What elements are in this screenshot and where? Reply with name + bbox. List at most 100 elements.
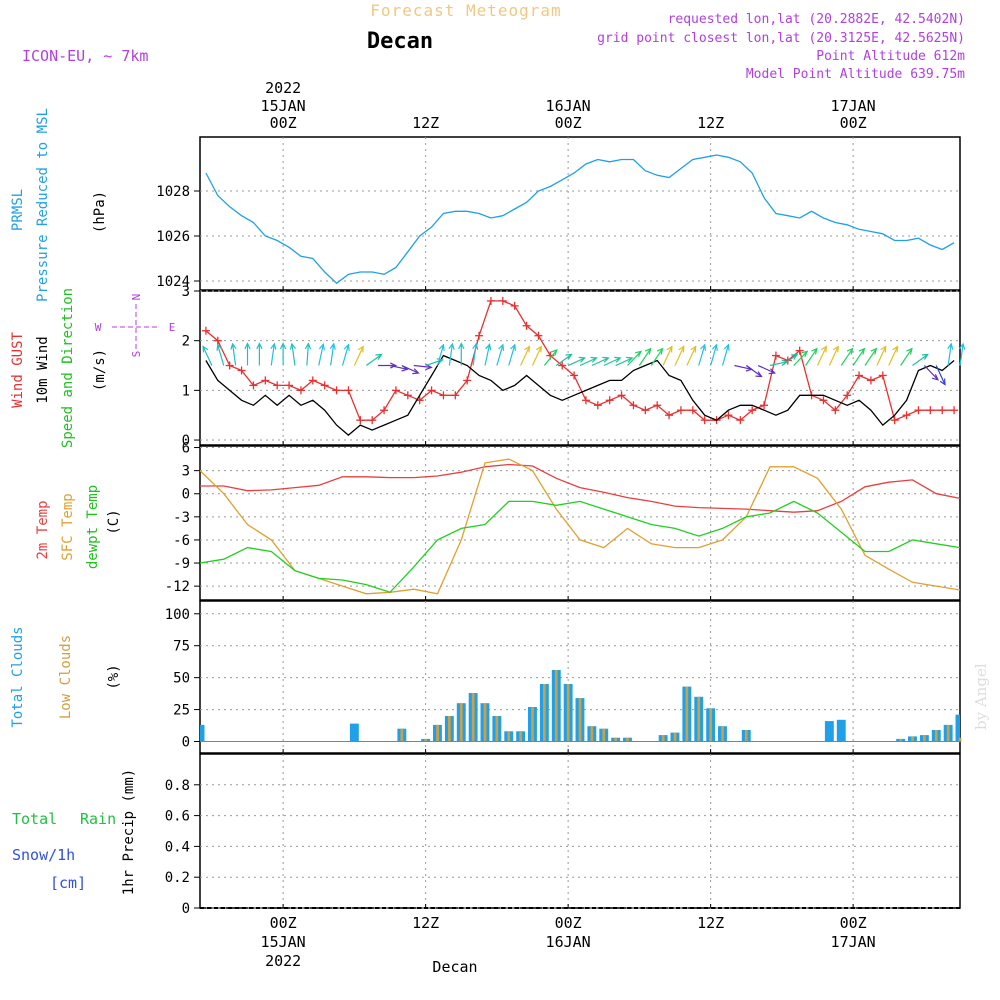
- wind-direction-arrow: [710, 343, 718, 366]
- arrow-shaft: [318, 344, 324, 366]
- gust-marker: [605, 396, 614, 405]
- arrow-head: [811, 347, 818, 355]
- low-cloud-bar: [946, 724, 950, 742]
- wind-direction-arrow: [304, 342, 312, 366]
- wind-direction-arrow: [279, 342, 287, 366]
- arrow-head: [472, 342, 479, 350]
- wind-direction-arrow: [900, 347, 913, 366]
- panel-3-ytick-label: -6: [173, 533, 190, 549]
- panel-3-ytick-label: 3: [182, 464, 190, 480]
- gust-marker: [558, 361, 567, 370]
- p5-label-total: Total: [12, 810, 57, 828]
- total-cloud-bar: [200, 724, 205, 742]
- point-altitude: Point Altitude 612m: [816, 49, 965, 64]
- bottom-hour-label: 00Z: [555, 914, 582, 932]
- arrow-shaft: [793, 350, 808, 366]
- p5-label-unit: 1hr Precip (mm): [121, 769, 137, 895]
- wind-direction-arrow: [531, 345, 542, 366]
- wind-direction-arrow: [413, 363, 433, 371]
- gust-marker: [700, 416, 709, 425]
- wind-direction-arrow: [721, 343, 730, 366]
- series-dewpt-temp: [199, 500, 961, 594]
- low-cloud-bar: [602, 728, 606, 742]
- compass-rose: N S W E: [95, 294, 176, 358]
- arrow-head: [270, 342, 277, 350]
- wind-direction-arrow: [341, 343, 350, 366]
- watermark: by Angel: [972, 663, 990, 730]
- arrow-head: [304, 342, 312, 350]
- gust-marker: [213, 336, 222, 345]
- low-cloud-bar: [721, 726, 724, 742]
- requested-coords: requested lon,lat (20.2882E, 42.5402N): [668, 12, 965, 27]
- low-cloud-bar: [744, 730, 748, 742]
- panel-2-ytick-label: 0: [182, 433, 190, 449]
- panel-5-ytick-label: 0.4: [165, 839, 190, 855]
- arrow-shaft: [341, 344, 350, 366]
- low-cloud-bar: [543, 684, 546, 742]
- wind-direction-arrow: [662, 345, 673, 366]
- gust-marker: [475, 331, 484, 340]
- arrow-shaft: [508, 344, 516, 366]
- wind-direction-arrow: [425, 358, 444, 367]
- panel-4-ytick-label: 50: [173, 671, 190, 687]
- arrow-shaft: [745, 365, 762, 377]
- total-cloud-bar: [349, 723, 359, 742]
- bottom-hour-label: 12Z: [412, 914, 439, 932]
- wind-direction-arrow: [458, 342, 465, 366]
- top-year-label: 2022: [265, 79, 301, 97]
- arrow-head: [436, 358, 444, 365]
- arrow-head: [880, 345, 887, 353]
- gust-marker: [308, 376, 317, 385]
- bottom-date-label: 17JAN: [831, 933, 876, 951]
- arrow-shaft: [217, 344, 225, 366]
- wind-direction-arrow: [543, 349, 558, 366]
- low-cloud-bar: [400, 728, 404, 742]
- gust-marker: [356, 416, 365, 425]
- wind-direction-arrow: [947, 342, 954, 366]
- gust-marker: [380, 406, 389, 415]
- wind-direction-arrow: [484, 342, 492, 366]
- arrow-shaft: [947, 343, 952, 366]
- gust-marker: [581, 396, 590, 405]
- low-cloud-bar: [566, 684, 570, 742]
- series-2m-temp: [200, 463, 961, 513]
- gust-marker: [332, 386, 341, 395]
- panel-1-ytick-label: 1028: [156, 184, 190, 200]
- top-hour-label: 00Z: [840, 114, 867, 132]
- arrow-head: [279, 342, 287, 350]
- arrow-shaft: [900, 348, 913, 366]
- arrow-shaft: [650, 348, 664, 366]
- arrow-shaft: [306, 343, 309, 366]
- wind-direction-arrow: [378, 362, 398, 369]
- arrow-head: [448, 342, 455, 350]
- arrow-shaft: [436, 344, 445, 366]
- wind-direction-arrow: [555, 353, 573, 367]
- gust-marker: [771, 351, 780, 360]
- gust-marker: [249, 381, 258, 390]
- wind-direction-arrow: [603, 356, 622, 367]
- panel-5-ytick-label: 0.2: [165, 870, 190, 886]
- p1-label-pressure: Pressure Reduced to MSL: [35, 108, 51, 302]
- gust-marker: [855, 371, 864, 380]
- panel-4-ytick-label: 75: [173, 639, 190, 655]
- gust-marker: [843, 391, 852, 400]
- arrow-head: [678, 345, 685, 353]
- arrow-shaft: [202, 346, 213, 366]
- panel-1-ytick-label: 1024: [156, 274, 190, 290]
- p2-label-unit: (m/s): [92, 349, 108, 391]
- location-title: Decan: [367, 29, 433, 54]
- gust-marker: [534, 331, 543, 340]
- arrow-head: [602, 356, 610, 363]
- wind-direction-arrow: [852, 347, 866, 366]
- p3-label-unit: (C): [106, 509, 122, 534]
- arrow-head: [858, 347, 866, 355]
- gust-marker: [296, 386, 305, 395]
- panel-2-ytick-label: 2: [182, 334, 190, 350]
- wind-direction-arrow: [579, 356, 598, 367]
- p3-label-dewpt: dewpt Temp: [85, 485, 101, 569]
- low-cloud-bar: [507, 731, 511, 742]
- gust-marker: [285, 381, 294, 390]
- wind-direction-arrow: [805, 347, 818, 366]
- panel-3-ytick-label: 6: [182, 441, 190, 457]
